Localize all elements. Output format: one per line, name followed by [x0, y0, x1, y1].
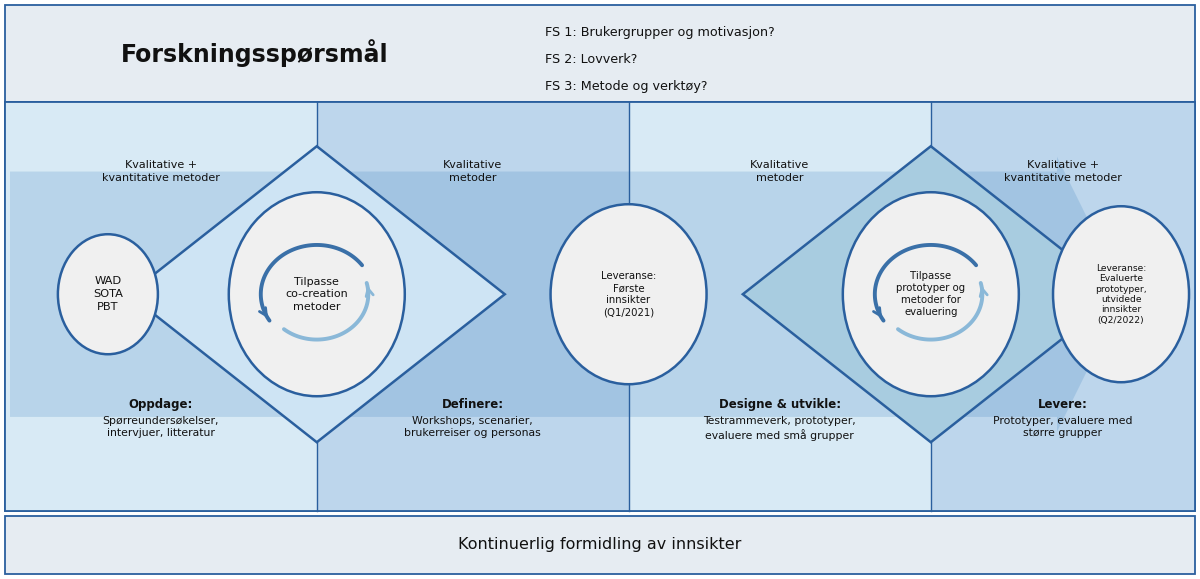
Text: Oppdage:: Oppdage:: [128, 398, 193, 411]
Text: Leveranse:
Evaluerte
prototyper,
utvidede
innsikter
(Q2/2022): Leveranse: Evaluerte prototyper, utvided…: [1096, 263, 1147, 325]
Bar: [5, 5, 1195, 102]
Text: Kvalitative +
kvantitative metoder: Kvalitative + kvantitative metoder: [1004, 160, 1122, 183]
Text: Testrammeverk, prototyper,
evaluere med små grupper: Testrammeverk, prototyper, evaluere med …: [703, 416, 856, 441]
Polygon shape: [743, 146, 1118, 442]
Bar: [5, 102, 1195, 511]
Text: Tilpasse
co-creation
metoder: Tilpasse co-creation metoder: [286, 277, 348, 312]
Bar: [317, 102, 629, 511]
Text: Forskningsspørsmål: Forskningsspørsmål: [121, 39, 389, 67]
Text: FS 3: Metode og verktøy?: FS 3: Metode og verktøy?: [545, 80, 708, 93]
Bar: [5, 102, 317, 511]
Text: Kvalitative
metoder: Kvalitative metoder: [750, 160, 809, 183]
Ellipse shape: [1054, 206, 1189, 382]
Text: Definere:: Definere:: [442, 398, 504, 411]
Text: Spørreundersøkelser,
intervjuer, litteratur: Spørreundersøkelser, intervjuer, littera…: [103, 416, 220, 438]
Text: WAD
SOTA
PBT: WAD SOTA PBT: [92, 276, 122, 313]
Bar: [5, 102, 1195, 511]
Text: Kvalitative +
kvantitative metoder: Kvalitative + kvantitative metoder: [102, 160, 220, 183]
Text: FS 1: Brukergrupper og motivasjon?: FS 1: Brukergrupper og motivasjon?: [545, 25, 775, 39]
Text: Kvalitative
metoder: Kvalitative metoder: [443, 160, 503, 183]
Polygon shape: [128, 146, 505, 442]
Text: Workshops, scenarier,
brukerreiser og personas: Workshops, scenarier, brukerreiser og pe…: [404, 416, 541, 438]
Ellipse shape: [229, 192, 404, 396]
Ellipse shape: [58, 234, 158, 354]
Text: Kontinuerlig formidling av innsikter: Kontinuerlig formidling av innsikter: [458, 537, 742, 552]
Ellipse shape: [842, 192, 1019, 396]
Text: Leveranse:
Første
innsikter
(Q1/2021): Leveranse: Første innsikter (Q1/2021): [601, 271, 656, 317]
Bar: [629, 102, 931, 511]
Text: Prototyper, evaluere med
større grupper: Prototyper, evaluere med større grupper: [994, 416, 1133, 438]
FancyArrow shape: [10, 157, 1126, 432]
Text: FS 2: Lovverk?: FS 2: Lovverk?: [545, 53, 637, 66]
Bar: [5, 516, 1195, 574]
Text: Levere:: Levere:: [1038, 398, 1088, 411]
Text: Designe & utvikle:: Designe & utvikle:: [719, 398, 841, 411]
Text: Tilpasse
prototyper og
metoder for
evaluering: Tilpasse prototyper og metoder for evalu…: [896, 271, 965, 317]
Bar: [931, 102, 1195, 511]
Ellipse shape: [551, 204, 707, 384]
